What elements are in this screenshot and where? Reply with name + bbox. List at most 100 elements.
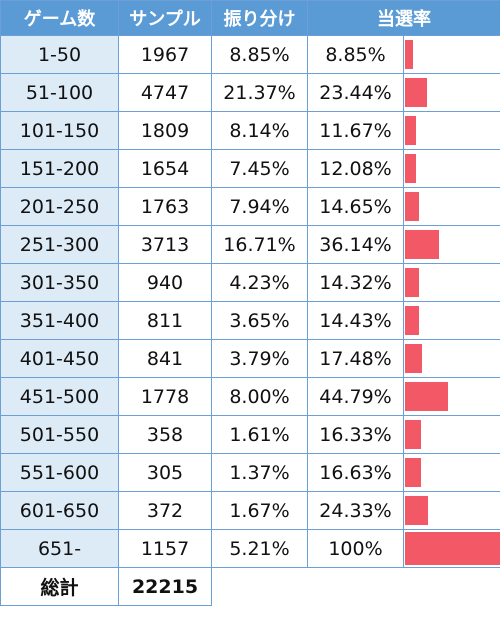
rate-bar-cell	[403, 301, 500, 340]
share-cell: 8.85%	[211, 35, 308, 74]
share-cell: 1.61%	[211, 415, 308, 454]
samples-cell: 305	[118, 453, 212, 492]
share-cell: 7.94%	[211, 187, 308, 226]
rate-bar-cell	[403, 529, 500, 568]
rate-bar	[405, 116, 417, 145]
samples-cell: 1809	[118, 111, 212, 150]
table-row: 1-50 1967 8.85% 8.85%	[0, 35, 500, 74]
rate-cell: 44.79%	[307, 377, 404, 416]
table-row: 101-150 1809 8.14% 11.67%	[0, 111, 500, 150]
share-cell: 16.71%	[211, 225, 308, 264]
rate-cell: 23.44%	[307, 73, 404, 112]
samples-cell: 1778	[118, 377, 212, 416]
rate-bar	[405, 420, 421, 449]
rate-bar	[405, 532, 500, 565]
rate-bar	[405, 344, 422, 373]
share-cell: 4.23%	[211, 263, 308, 302]
rate-cell: 100%	[307, 529, 404, 568]
header-samples: サンプル	[118, 0, 212, 36]
share-cell: 8.14%	[211, 111, 308, 150]
table-row: 651- 1157 5.21% 100%	[0, 529, 500, 568]
rate-cell: 14.43%	[307, 301, 404, 340]
rate-bar	[405, 268, 419, 297]
table-row: 301-350 940 4.23% 14.32%	[0, 263, 500, 302]
games-cell: 401-450	[0, 339, 119, 378]
games-cell: 551-600	[0, 453, 119, 492]
games-cell: 601-650	[0, 491, 119, 530]
samples-cell: 1763	[118, 187, 212, 226]
total-label: 総計	[0, 567, 119, 606]
games-cell: 1-50	[0, 35, 119, 74]
rate-cell: 36.14%	[307, 225, 404, 264]
rate-cell: 14.65%	[307, 187, 404, 226]
samples-cell: 1157	[118, 529, 212, 568]
table-body: 1-50 1967 8.85% 8.85% 51-100 4747 21.37% 23.44%…	[0, 35, 500, 568]
rate-cell: 16.33%	[307, 415, 404, 454]
rate-bar-cell	[403, 73, 500, 112]
samples-cell: 4747	[118, 73, 212, 112]
rate-bar-cell	[403, 263, 500, 302]
rate-bar-cell	[403, 187, 500, 226]
rate-cell: 16.63%	[307, 453, 404, 492]
games-cell: 101-150	[0, 111, 119, 150]
games-cell: 251-300	[0, 225, 119, 264]
rate-cell: 24.33%	[307, 491, 404, 530]
table-row: 201-250 1763 7.94% 14.65%	[0, 187, 500, 226]
rate-bar-cell	[403, 111, 500, 150]
rate-bar	[405, 230, 440, 259]
table-row: 451-500 1778 8.00% 44.79%	[0, 377, 500, 416]
header-share: 振り分け	[211, 0, 308, 36]
table-row: 351-400 811 3.65% 14.43%	[0, 301, 500, 340]
share-cell: 1.37%	[211, 453, 308, 492]
table-row: 601-650 372 1.67% 24.33%	[0, 491, 500, 530]
samples-cell: 841	[118, 339, 212, 378]
table-row: 251-300 3713 16.71% 36.14%	[0, 225, 500, 264]
rate-bar	[405, 154, 417, 183]
games-cell: 51-100	[0, 73, 119, 112]
rate-bar	[405, 78, 428, 107]
rate-bar-cell	[403, 339, 500, 378]
header-rate: 当選率	[307, 0, 500, 36]
share-cell: 7.45%	[211, 149, 308, 188]
rate-bar	[405, 306, 419, 335]
rate-bar	[405, 192, 419, 221]
rate-cell: 17.48%	[307, 339, 404, 378]
total-value: 22215	[118, 567, 212, 606]
stats-table: ゲーム数 サンプル 振り分け 当選率 1-50 1967 8.85% 8.85% 51-…	[0, 0, 500, 606]
share-cell: 3.65%	[211, 301, 308, 340]
header-row: ゲーム数 サンプル 振り分け 当選率	[0, 0, 500, 36]
rate-cell: 8.85%	[307, 35, 404, 74]
rate-bar-cell	[403, 415, 500, 454]
samples-cell: 1967	[118, 35, 212, 74]
samples-cell: 358	[118, 415, 212, 454]
rate-bar-cell	[403, 225, 500, 264]
games-cell: 201-250	[0, 187, 119, 226]
table-row: 551-600 305 1.37% 16.63%	[0, 453, 500, 492]
table-row: 151-200 1654 7.45% 12.08%	[0, 149, 500, 188]
rate-cell: 12.08%	[307, 149, 404, 188]
rate-bar-cell	[403, 35, 500, 74]
rate-bar	[405, 382, 448, 411]
total-row: 総計 22215	[0, 567, 500, 606]
games-cell: 651-	[0, 529, 119, 568]
table-row: 501-550 358 1.61% 16.33%	[0, 415, 500, 454]
rate-cell: 14.32%	[307, 263, 404, 302]
samples-cell: 3713	[118, 225, 212, 264]
samples-cell: 372	[118, 491, 212, 530]
share-cell: 8.00%	[211, 377, 308, 416]
share-cell: 5.21%	[211, 529, 308, 568]
samples-cell: 940	[118, 263, 212, 302]
rate-bar-cell	[403, 491, 500, 530]
rate-bar	[405, 40, 414, 69]
rate-bar	[405, 458, 421, 487]
games-cell: 151-200	[0, 149, 119, 188]
rate-bar	[405, 496, 429, 525]
samples-cell: 811	[118, 301, 212, 340]
rate-bar-cell	[403, 149, 500, 188]
share-cell: 1.67%	[211, 491, 308, 530]
games-cell: 451-500	[0, 377, 119, 416]
table-row: 51-100 4747 21.37% 23.44%	[0, 73, 500, 112]
rate-bar-cell	[403, 453, 500, 492]
header-games: ゲーム数	[0, 0, 119, 36]
rate-cell: 11.67%	[307, 111, 404, 150]
